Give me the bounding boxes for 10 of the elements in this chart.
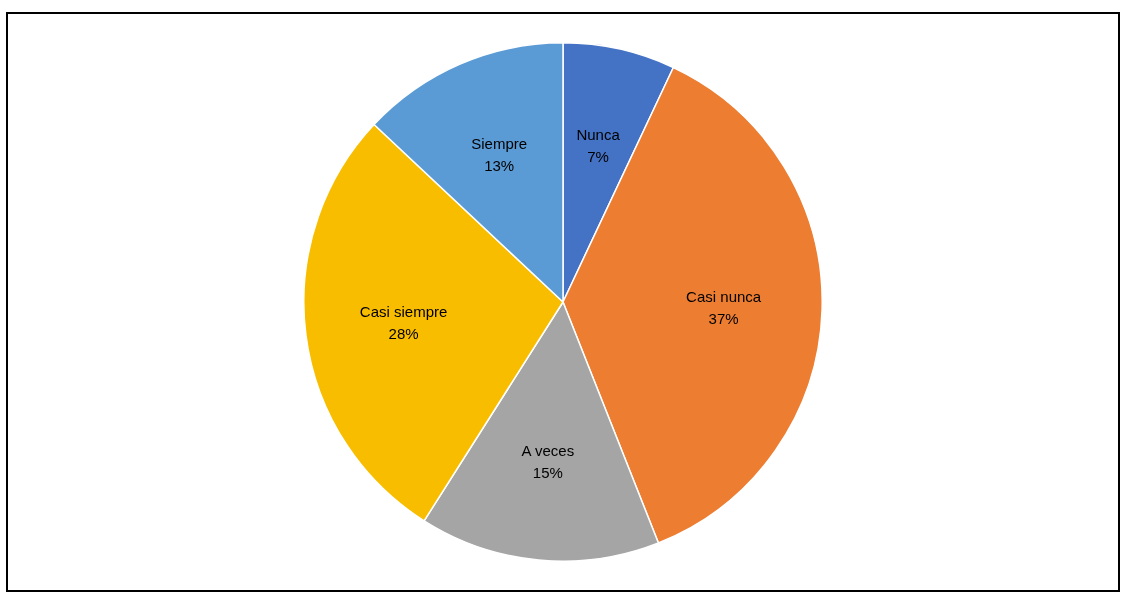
data-label: 37% (708, 309, 739, 327)
slice-label: Casi nunca (686, 287, 762, 305)
data-label: 15% (532, 464, 563, 482)
slice-label: Nunca (576, 125, 621, 143)
data-label: 13% (484, 157, 515, 175)
slice-label: Siempre (471, 135, 528, 153)
data-label: 7% (587, 147, 609, 165)
slice-label: Casi siempre (359, 302, 448, 320)
slice-label: A veces (521, 442, 575, 460)
data-label: 28% (388, 324, 419, 342)
